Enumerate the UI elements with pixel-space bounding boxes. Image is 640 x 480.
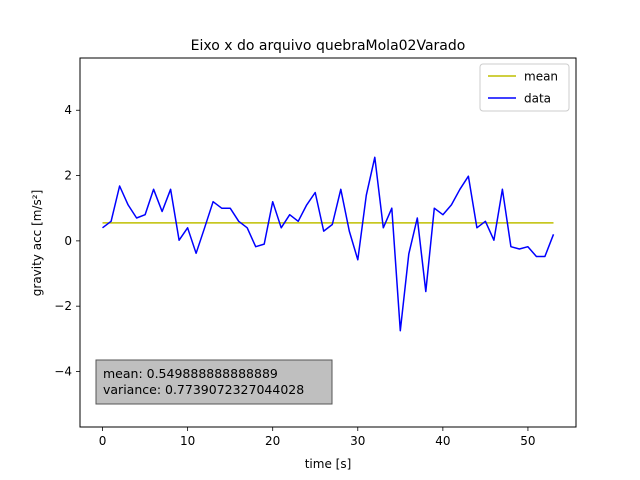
x-tick-label: 0 [99,434,107,448]
x-axis-label: time [s] [305,457,352,471]
y-tick-label: 4 [64,103,72,117]
x-tick-label: 50 [520,434,535,448]
y-tick-label: 0 [64,234,72,248]
legend-label-data: data [524,92,551,106]
series-layer [102,156,555,332]
x-tick-label: 40 [435,434,450,448]
x-tick-label: 20 [265,434,280,448]
y-tick-label: −2 [54,299,72,313]
annotation-line: variance: 0.7739072327044028 [103,382,304,397]
y-axis: −4 −2 0 2 4 [54,103,80,378]
y-tick-label: −4 [54,364,72,378]
y-tick-label: 2 [64,169,72,183]
x-tick-label: 30 [350,434,365,448]
series-data-line [102,156,555,332]
x-axis: 0 10 20 30 40 50 [99,427,536,448]
legend: mean data [479,63,570,112]
plot-frame [79,57,577,428]
annotation-box [95,359,333,405]
legend-label-mean: mean [524,70,558,84]
annotation-line: mean: 0.549888888888889 [103,366,278,381]
chart-title: Eixo x do arquivo quebraMola02Varado [191,38,466,54]
x-tick-label: 10 [180,434,195,448]
y-axis-label: gravity acc [m/s²] [30,190,44,296]
